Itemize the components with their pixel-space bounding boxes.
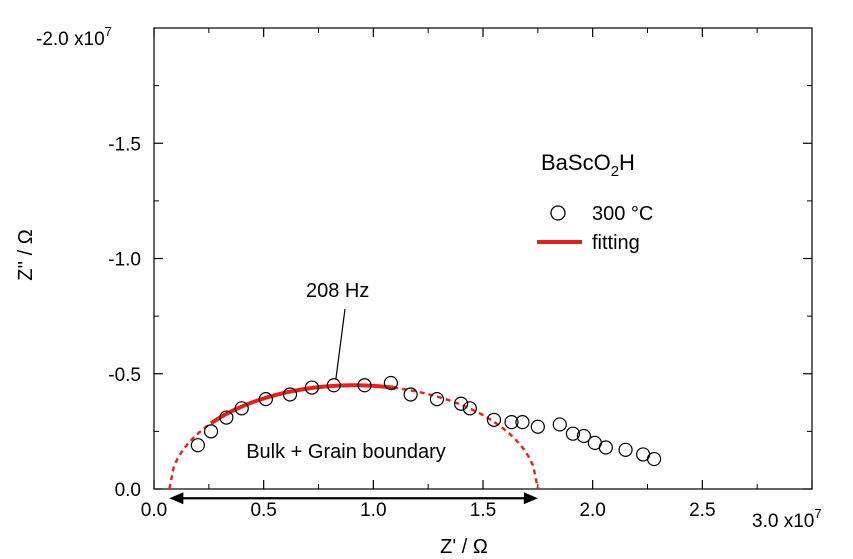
data-point bbox=[234, 401, 249, 416]
x-scale-base: 3.0 x10 bbox=[752, 511, 814, 532]
compound-sub: 2 bbox=[611, 163, 619, 180]
data-point bbox=[453, 396, 469, 411]
fit-curve-dashed bbox=[168, 384, 540, 490]
plot-frame bbox=[153, 27, 813, 490]
x-tick-label: 1.0 bbox=[360, 500, 386, 521]
frequency-leader-line bbox=[335, 308, 346, 380]
compound-tail: H bbox=[619, 150, 635, 175]
legend: 300 °C fitting bbox=[537, 203, 653, 254]
bulk-label: Bulk + Grain boundary bbox=[246, 441, 446, 463]
data-point bbox=[565, 426, 581, 441]
data-point bbox=[282, 387, 298, 402]
data-point bbox=[403, 387, 418, 402]
y-scale-exp: 7 bbox=[105, 24, 112, 39]
compound-main: BaScO bbox=[541, 150, 611, 175]
legend-label-300c: 300 °C bbox=[592, 203, 653, 225]
legend-label-fitting: fitting bbox=[592, 232, 640, 254]
data-point bbox=[383, 375, 398, 391]
data-point bbox=[515, 415, 530, 430]
y-tick-label: -1.0 bbox=[108, 250, 141, 271]
compound-label: BaScO2H bbox=[541, 150, 635, 180]
y-tick-label: -0.5 bbox=[108, 365, 141, 386]
x-tick-label: 1.5 bbox=[470, 500, 496, 521]
data-point bbox=[552, 417, 567, 432]
frequency-label: 208 Hz bbox=[306, 280, 369, 302]
y-scale-label: -2.0 x107 bbox=[36, 24, 112, 50]
data-point bbox=[429, 392, 445, 407]
data-point bbox=[357, 378, 372, 393]
data-point bbox=[190, 438, 205, 453]
data-point bbox=[598, 440, 613, 455]
data-point bbox=[504, 415, 519, 430]
x-scale-label: 3.0 x107 bbox=[752, 506, 822, 532]
data-point bbox=[462, 401, 477, 416]
data-point bbox=[326, 378, 341, 393]
x-tick-label: 0.5 bbox=[250, 500, 276, 521]
data-point bbox=[304, 380, 320, 395]
data-point bbox=[576, 428, 591, 444]
data-point bbox=[219, 410, 234, 425]
x-tick-label: 2.0 bbox=[579, 500, 605, 521]
x-scale-exp: 7 bbox=[814, 506, 821, 521]
data-point bbox=[530, 419, 545, 434]
x-axis-title: Z' / Ω bbox=[440, 536, 488, 558]
data-point bbox=[486, 412, 502, 427]
data-point bbox=[646, 451, 662, 467]
legend-marker-circle bbox=[550, 205, 566, 221]
x-tick-label: 0.0 bbox=[141, 500, 167, 521]
y-axis-title: Z'' / Ω bbox=[15, 229, 37, 281]
fit-curve-solid bbox=[209, 383, 396, 425]
y-tick-label: 0.0 bbox=[115, 480, 141, 501]
data-point bbox=[618, 442, 633, 457]
bulk-arrow-head-right bbox=[523, 492, 538, 505]
data-point bbox=[203, 424, 219, 439]
bulk-arrow-head-left bbox=[169, 492, 184, 505]
y-scale-base: -2.0 x10 bbox=[36, 29, 105, 50]
data-point bbox=[258, 392, 273, 407]
x-tick-label: 2.5 bbox=[689, 500, 715, 521]
y-tick-label: -1.5 bbox=[108, 134, 141, 155]
